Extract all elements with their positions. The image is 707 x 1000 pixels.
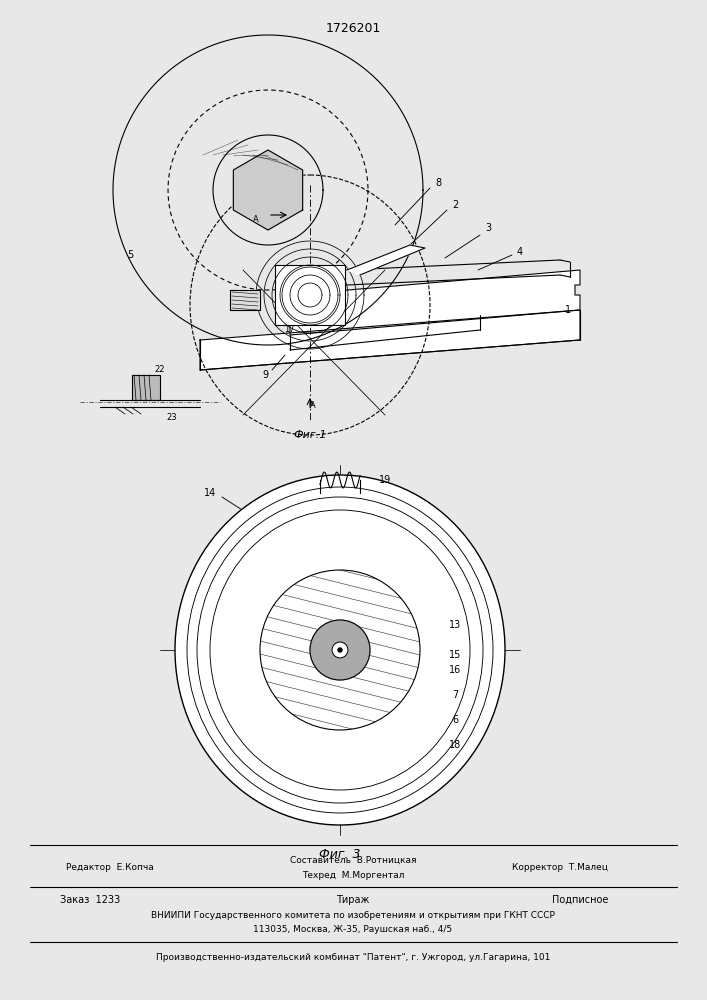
Polygon shape xyxy=(200,310,580,370)
FancyBboxPatch shape xyxy=(275,265,345,325)
Text: 23: 23 xyxy=(167,414,177,422)
Text: 7: 7 xyxy=(452,690,458,700)
Text: Редактор  Е.Копча: Редактор Е.Копча xyxy=(66,862,154,871)
Text: Техред  М.Моргентал: Техред М.Моргентал xyxy=(302,870,404,880)
Text: 6: 6 xyxy=(452,715,458,725)
Text: 17: 17 xyxy=(284,326,294,334)
Text: 15: 15 xyxy=(449,650,461,660)
Polygon shape xyxy=(290,270,580,335)
Text: 19: 19 xyxy=(379,475,391,485)
Text: Фиг.1: Фиг.1 xyxy=(293,430,327,440)
Circle shape xyxy=(332,642,348,658)
Polygon shape xyxy=(347,245,425,275)
Text: 14: 14 xyxy=(204,488,216,498)
Text: A: A xyxy=(310,400,316,410)
Text: Подписное: Подписное xyxy=(551,895,608,905)
Text: Корректор  Т.Малец: Корректор Т.Малец xyxy=(512,862,608,871)
Text: 9: 9 xyxy=(262,370,268,380)
Text: 3: 3 xyxy=(485,223,491,233)
Text: 113035, Москва, Ж-35, Раушская наб., 4/5: 113035, Москва, Ж-35, Раушская наб., 4/5 xyxy=(253,924,452,934)
Ellipse shape xyxy=(175,475,505,825)
Text: 18: 18 xyxy=(449,740,461,750)
Circle shape xyxy=(310,620,370,680)
Circle shape xyxy=(260,570,420,730)
Text: Заказ  1233: Заказ 1233 xyxy=(60,895,120,905)
Text: 16: 16 xyxy=(449,665,461,675)
Bar xyxy=(132,375,160,400)
Text: 1: 1 xyxy=(565,305,571,315)
Text: 4: 4 xyxy=(517,247,523,257)
Text: Производственно-издательский комбинат "Патент", г. Ужгород, ул.Гагарина, 101: Производственно-издательский комбинат "П… xyxy=(156,952,550,962)
Text: 13: 13 xyxy=(449,620,461,630)
Text: 5: 5 xyxy=(127,250,133,260)
Text: Б - Б: Б - Б xyxy=(334,478,371,492)
Text: 22: 22 xyxy=(155,365,165,374)
Circle shape xyxy=(338,648,342,652)
Text: Фиг. 3: Фиг. 3 xyxy=(320,848,361,861)
Text: Составитель  В.Ротницкая: Составитель В.Ротницкая xyxy=(290,856,416,864)
Text: Тираж: Тираж xyxy=(337,895,370,905)
Polygon shape xyxy=(233,150,303,230)
Text: ВНИИПИ Государственного комитета по изобретениям и открытиям при ГКНТ СССР: ВНИИПИ Государственного комитета по изоб… xyxy=(151,910,555,920)
Text: 8: 8 xyxy=(435,178,441,188)
Text: 1726201: 1726201 xyxy=(325,21,380,34)
Text: 2: 2 xyxy=(452,200,458,210)
Polygon shape xyxy=(230,290,260,310)
Text: A: A xyxy=(253,216,259,225)
